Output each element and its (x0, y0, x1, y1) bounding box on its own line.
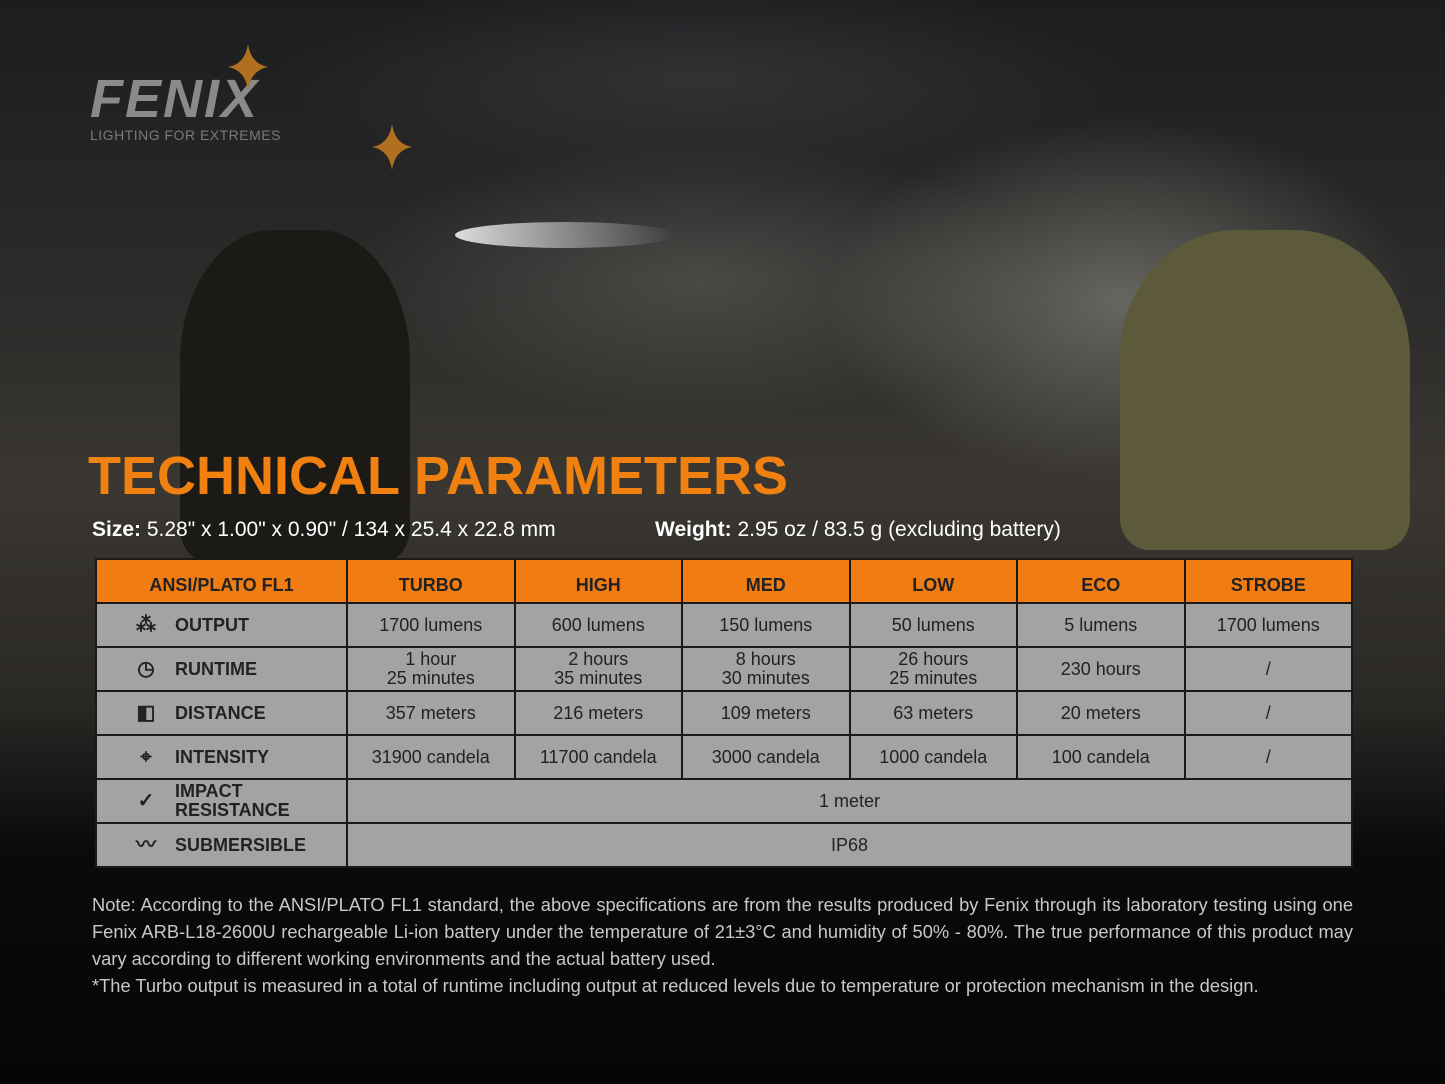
star-icon (228, 44, 268, 90)
table-row-runtime: ◷ RUNTIME 1 hour 25 minutes 2 hours 35 minu… (95, 646, 1353, 692)
illuminated-person (1120, 230, 1410, 550)
fenix-logo: Fenix LIGHTING FOR EXTREMES (90, 72, 281, 144)
header-standard: ANSI/PLATO FL1 (95, 558, 348, 604)
table-row-output: ⁂ OUTPUT 1700 lumens 600 lumens 150 lumens 5… (95, 602, 1353, 648)
table-header-row: ANSI/PLATO FL1 TURBO HIGH MED LOW ECO ST… (95, 558, 1353, 604)
logo-tagline: LIGHTING FOR EXTREMES (90, 127, 281, 143)
header-strobe: STROBE (1183, 558, 1353, 604)
flashlight-beam (455, 222, 675, 248)
clock-icon: ◷ (137, 658, 155, 680)
person-with-flashlight (180, 230, 410, 560)
header-turbo: TURBO (346, 558, 516, 604)
water-icon: 〰 (136, 834, 156, 856)
logo-wordmark: Fenix (90, 69, 260, 129)
header-low: LOW (848, 558, 1018, 604)
table-row-impact-resistance: ✓ IMPACT RESISTANCE 1 meter (95, 778, 1353, 824)
footnote: *The Turbo output is measured in a total… (92, 975, 1259, 996)
table-row-submersible: 〰 SUBMERSIBLE IP68 (95, 822, 1353, 868)
header-med: MED (681, 558, 851, 604)
header-eco: ECO (1016, 558, 1186, 604)
star-icon (372, 124, 412, 170)
target-icon: ⌖ (140, 746, 152, 768)
spec-table: ANSI/PLATO FL1 TURBO HIGH MED LOW ECO ST… (95, 558, 1353, 868)
burst-icon: ⁂ (136, 614, 156, 636)
page-title: TECHNICAL PARAMETERS (88, 446, 789, 506)
note-text: Note: According to the ANSI/PLATO FL1 st… (92, 891, 1353, 999)
table-row-intensity: ⌖ INTENSITY 31900 candela 11700 candela 300… (95, 734, 1353, 780)
impact-icon: ✓ (137, 790, 155, 812)
beam-distance-icon: ◧ (136, 702, 156, 724)
size-spec: Size: 5.28" x 1.00" x 0.90" / 134 x 25.4… (92, 518, 556, 541)
header-high: HIGH (513, 558, 683, 604)
weight-spec: Weight: 2.95 oz / 83.5 g (excluding batt… (655, 518, 1061, 541)
table-row-distance: ◧ DISTANCE 357 meters 216 meters 109 meters… (95, 690, 1353, 736)
